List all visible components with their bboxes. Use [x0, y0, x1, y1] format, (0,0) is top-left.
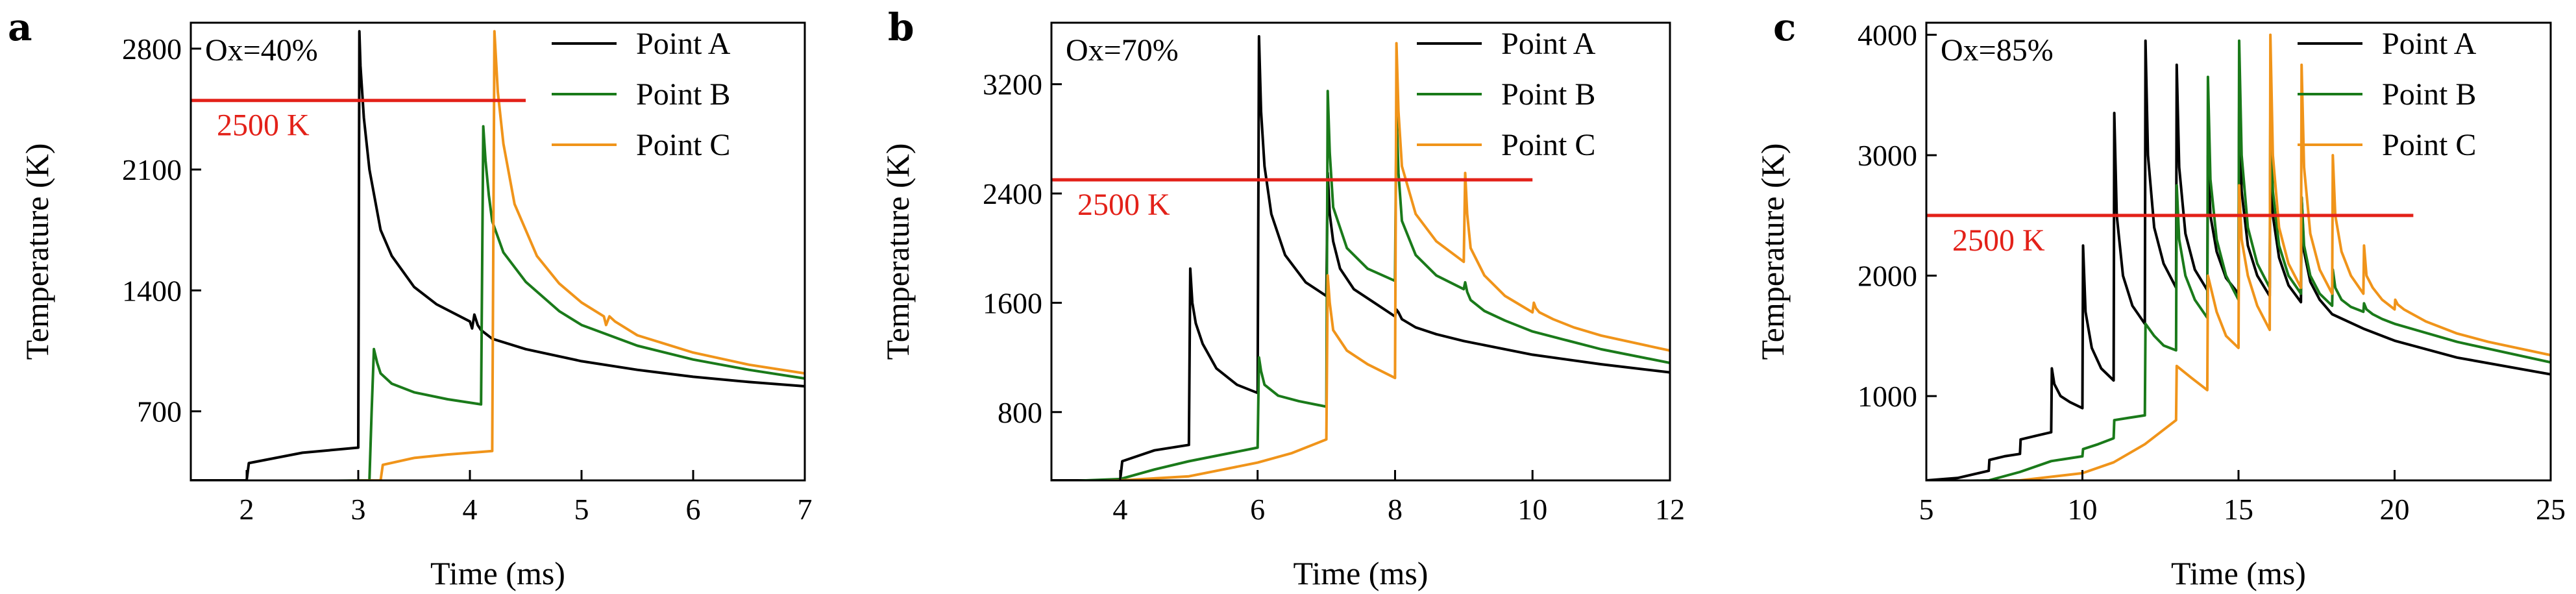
threshold-label: 2500 K [1952, 223, 2045, 258]
x-tick-label: 12 [1655, 493, 1685, 526]
y-tick-label: 2100 [122, 153, 182, 186]
oxygen-annotation: Ox=40% [205, 33, 318, 68]
series-group [1926, 33, 2551, 480]
threshold-label: 2500 K [1077, 188, 1170, 222]
series-line-point-b [237, 125, 805, 480]
legend-label: Point C [2382, 128, 2476, 162]
series-line-point-b [1053, 90, 1670, 480]
y-tick-label: 1400 [122, 274, 182, 307]
x-axis-label: Time (ms) [430, 555, 565, 591]
y-tick-label: 700 [137, 395, 182, 428]
x-tick-label: 25 [2536, 493, 2566, 526]
panel-c: c 2500 K 5 10 15 20 25 1000 2000 3000 4000 Time (ms… [1754, 5, 2566, 591]
axes-frame [1050, 21, 1671, 482]
series-line-point-c [1055, 42, 1670, 480]
y-tick-label: 3000 [1858, 139, 1917, 172]
series-line-point-c [239, 30, 805, 480]
legend-label: Point B [1501, 77, 1595, 112]
legend-label: Point A [2382, 27, 2477, 61]
y-tick-label: 800 [998, 396, 1042, 429]
y-tick-label: 4000 [1858, 19, 1917, 52]
y-axis-label: Temperature (K) [879, 143, 916, 360]
x-tick-label: 15 [2224, 493, 2253, 526]
x-axis-label: Time (ms) [1294, 555, 1429, 591]
x-tick-label: 6 [1250, 493, 1265, 526]
series-group [191, 30, 805, 480]
x-tick-label: 3 [351, 493, 366, 526]
x-tick-label: 4 [463, 493, 478, 526]
panel-letter: c [1773, 5, 1796, 49]
legend-label: Point A [636, 27, 731, 61]
panel-a: a 2500 K 2 3 4 5 6 7 700 1400 2100 2800 Time (ms) Tem… [8, 5, 813, 591]
oxygen-annotation: Ox=70% [1066, 33, 1179, 68]
y-tick-label: 1600 [983, 286, 1042, 319]
series-line-point-a [191, 30, 805, 480]
panel-letter: b [888, 5, 914, 49]
threshold-label: 2500 K [217, 108, 310, 143]
x-axis-label: Time (ms) [2171, 555, 2306, 591]
series-line-point-b [1926, 39, 2551, 480]
x-tick-label: 5 [574, 493, 589, 526]
x-tick-label: 5 [1919, 493, 1934, 526]
x-tick-label: 20 [2380, 493, 2410, 526]
x-tick-label: 8 [1388, 493, 1403, 526]
series-group [1051, 35, 1670, 480]
legend-label: Point B [636, 77, 730, 112]
series-line-point-c [1926, 33, 2551, 480]
y-axis-label: Temperature (K) [19, 143, 55, 360]
legend-label: Point A [1501, 27, 1596, 61]
x-tick-label: 7 [798, 493, 813, 526]
panel-b: b 2500 K 4 6 8 10 12 800 1600 2400 3200 Time (ms) Te… [879, 5, 1685, 591]
legend-label: Point B [2382, 77, 2476, 112]
oxygen-annotation: Ox=85% [1941, 33, 2054, 68]
x-tick-label: 10 [2068, 493, 2098, 526]
y-tick-label: 1000 [1858, 380, 1917, 413]
x-tick-label: 2 [239, 493, 254, 526]
y-tick-label: 2800 [122, 32, 182, 66]
y-tick-label: 2400 [983, 177, 1042, 210]
x-tick-label: 6 [686, 493, 701, 526]
series-line-point-a [1051, 35, 1670, 480]
x-tick-label: 4 [1112, 493, 1127, 526]
panel-letter: a [8, 5, 32, 49]
axes-frame [190, 21, 806, 482]
y-tick-label: 3200 [983, 68, 1042, 101]
legend-label: Point C [636, 128, 730, 162]
x-tick-label: 10 [1517, 493, 1547, 526]
y-axis-label: Temperature (K) [1754, 143, 1791, 360]
series-line-point-a [1926, 39, 2551, 480]
legend-label: Point C [1501, 128, 1595, 162]
y-tick-label: 2000 [1858, 260, 1917, 293]
